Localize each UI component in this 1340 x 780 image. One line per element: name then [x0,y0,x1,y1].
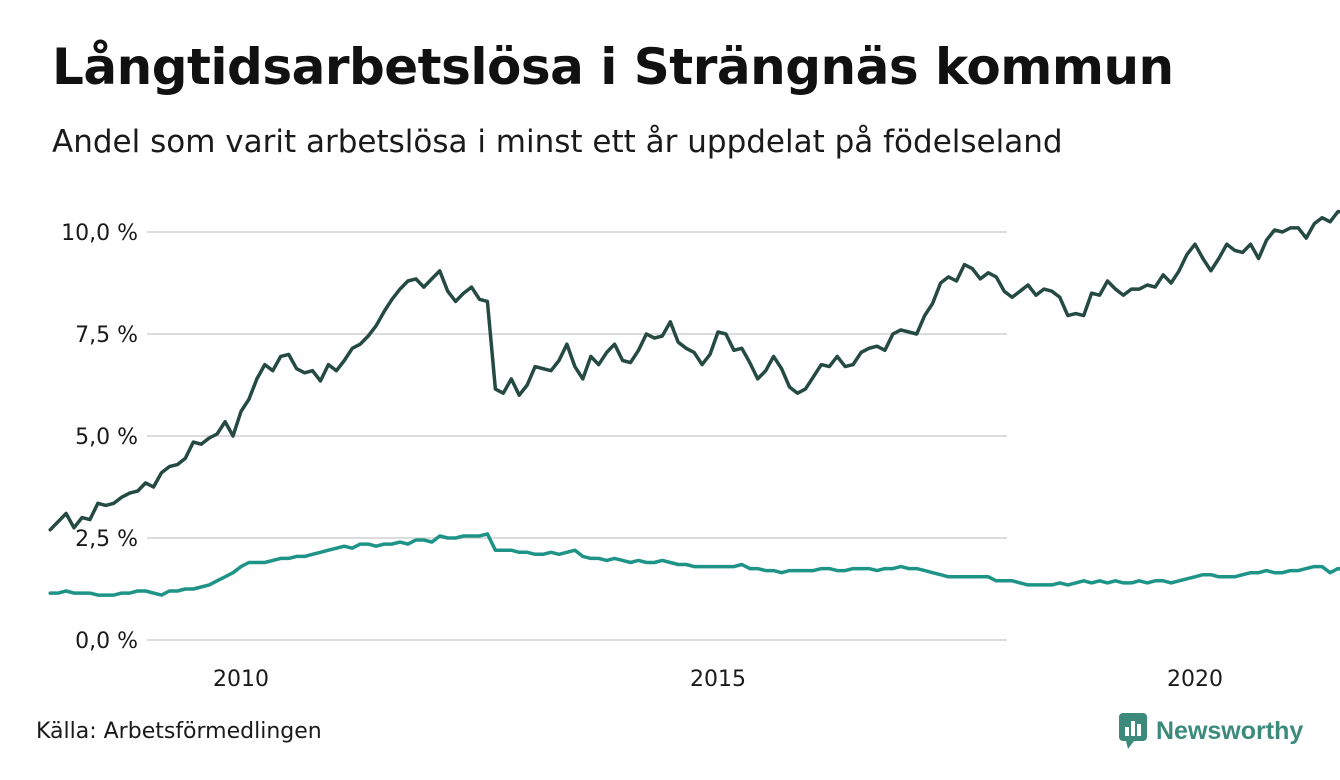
x-tick-label: 2015 [690,667,746,692]
brand: Newsworthy [1118,712,1303,750]
y-tick-label: 10,0 % [61,221,138,246]
y-tick-label: 0,0 % [75,629,138,654]
x-tick-label: 2010 [213,667,269,692]
series-line-sverige [48,532,1340,597]
newsworthy-logo-icon [1119,713,1147,749]
series-line-utomlands [48,209,1340,532]
brand-name: Newsworthy [1156,716,1304,745]
y-tick-label: 7,5 % [75,323,138,348]
y-tick-label: 2,5 % [75,527,138,552]
chart-subtitle: Andel som varit arbetslösa i minst ett å… [52,124,1063,160]
y-tick-label: 5,0 % [75,425,138,450]
x-tick-label: 2020 [1167,667,1223,692]
line-chart: 0,0 %2,5 %5,0 %7,5 %10,0 % 201020152020f… [48,209,1340,692]
chart-title: Långtidsarbetslösa i Strängnäs kommun [52,38,1174,96]
source-note: Källa: Arbetsförmedlingen [36,719,322,744]
x-axis-tick-labels: 201020152020feb 2026 [213,667,1223,692]
series-lines [48,209,1340,597]
grid-lines [147,231,1007,641]
y-axis-tick-labels: 0,0 % 2,5 % 5,0 % 7,5 % 10,0 % [61,221,138,654]
